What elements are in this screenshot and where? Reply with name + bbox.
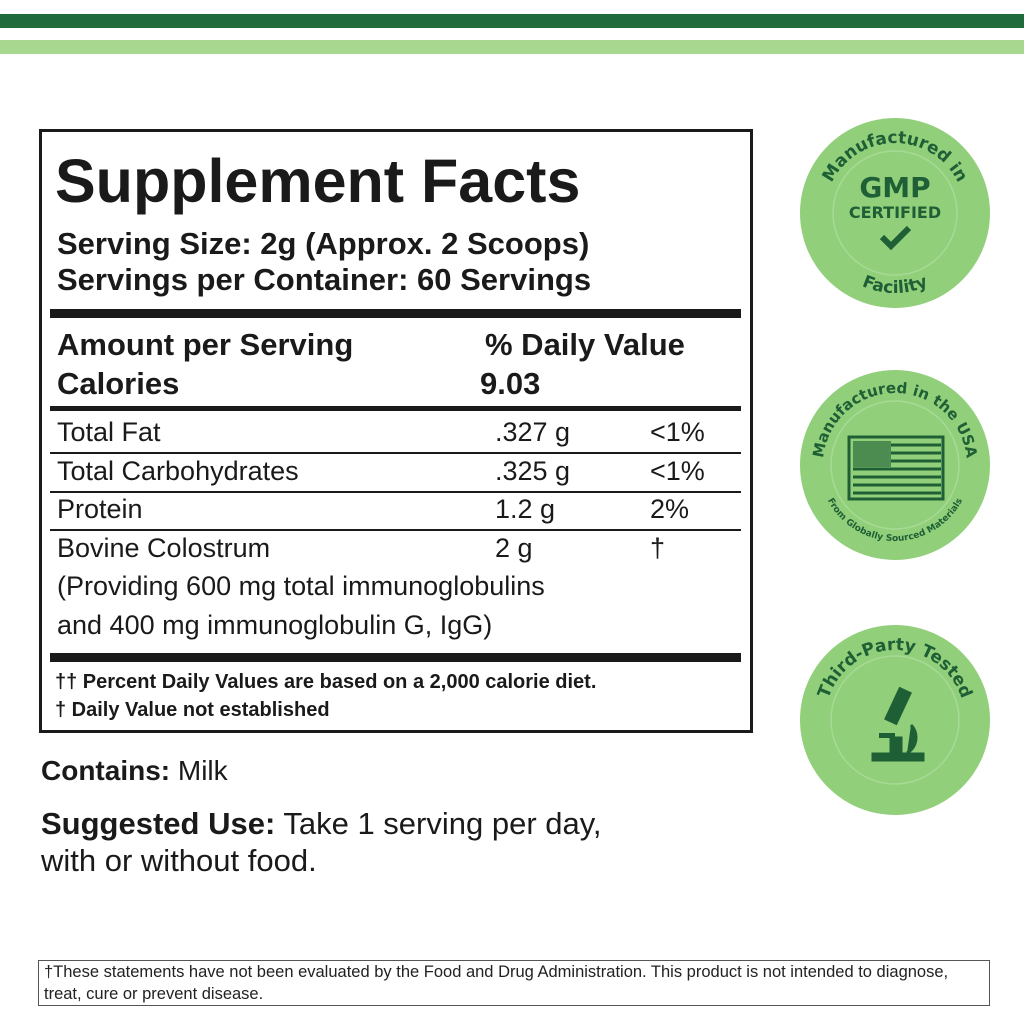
calories-value: 9.03 [480,366,541,401]
serving-size: Serving Size: 2g (Approx. 2 Scoops) [57,226,590,261]
row-name: Bovine Colostrum [57,533,271,564]
stripe-dark [0,14,1024,28]
facts-box [39,129,753,733]
row-rule [50,490,741,493]
row-name: Total Fat [57,417,161,447]
stripe-light [0,40,1024,54]
row-note: (Providing 600 mg total immunoglobulins [57,571,545,601]
badge-main: GMP [859,171,930,204]
row-dv: <1% [650,455,705,486]
row-amount: 2 g [495,533,533,564]
row-rule [50,529,741,532]
disclaimer: †These statements have not been evaluate… [44,963,949,1003]
row-rule [50,452,741,454]
row-amount: .327 g [495,417,571,447]
row-name: Protein [57,494,143,525]
suggested-use-line: with or without food. [41,843,317,878]
footnote: † Daily Value not established [55,699,330,721]
suggested-use-line: Take 1 serving per day, [283,806,602,841]
row-dv: 2% [650,494,690,525]
contains-value: Milk [177,755,228,786]
badge-gmp: Manufactured in GMP CERTIFIED Facility [800,118,990,308]
contains-label: Contains: [41,755,171,786]
thick-rule [50,653,741,662]
badges: Manufactured in GMP CERTIFIED Facility M… [800,118,990,815]
facts-title: Supplement Facts [55,147,581,215]
row-name: Total Carbohydrates [57,455,299,486]
contains: Contains: Milk [41,755,228,787]
row-note: and 400 mg immunoglobulin G, IgG) [57,610,493,640]
suggested-use: Suggested Use: Take 1 serving per day, [41,806,602,842]
thick-rule [50,309,741,318]
badge-usa: Manufactured in the USA From Globally So… [800,370,990,560]
badge-tested: Third-Party Tested [800,625,990,815]
row-dv: † [650,533,666,564]
medium-rule [50,406,741,411]
calories-label: Calories [57,366,180,401]
disclaimer-box: †These statements have not been evaluate… [38,960,990,1006]
row-amount: 1.2 g [495,494,556,525]
amount-header: Amount per Serving [57,327,354,362]
badge-sub: CERTIFIED [849,203,941,222]
row-amount: .325 g [495,455,571,486]
servings-per-container: Servings per Container: 60 Servings [57,262,592,297]
suggested-use-label: Suggested Use: [41,806,276,841]
dv-header: % Daily Value [485,327,685,362]
row-dv: <1% [650,417,705,447]
footnote: †† Percent Daily Values are based on a 2… [55,671,597,693]
